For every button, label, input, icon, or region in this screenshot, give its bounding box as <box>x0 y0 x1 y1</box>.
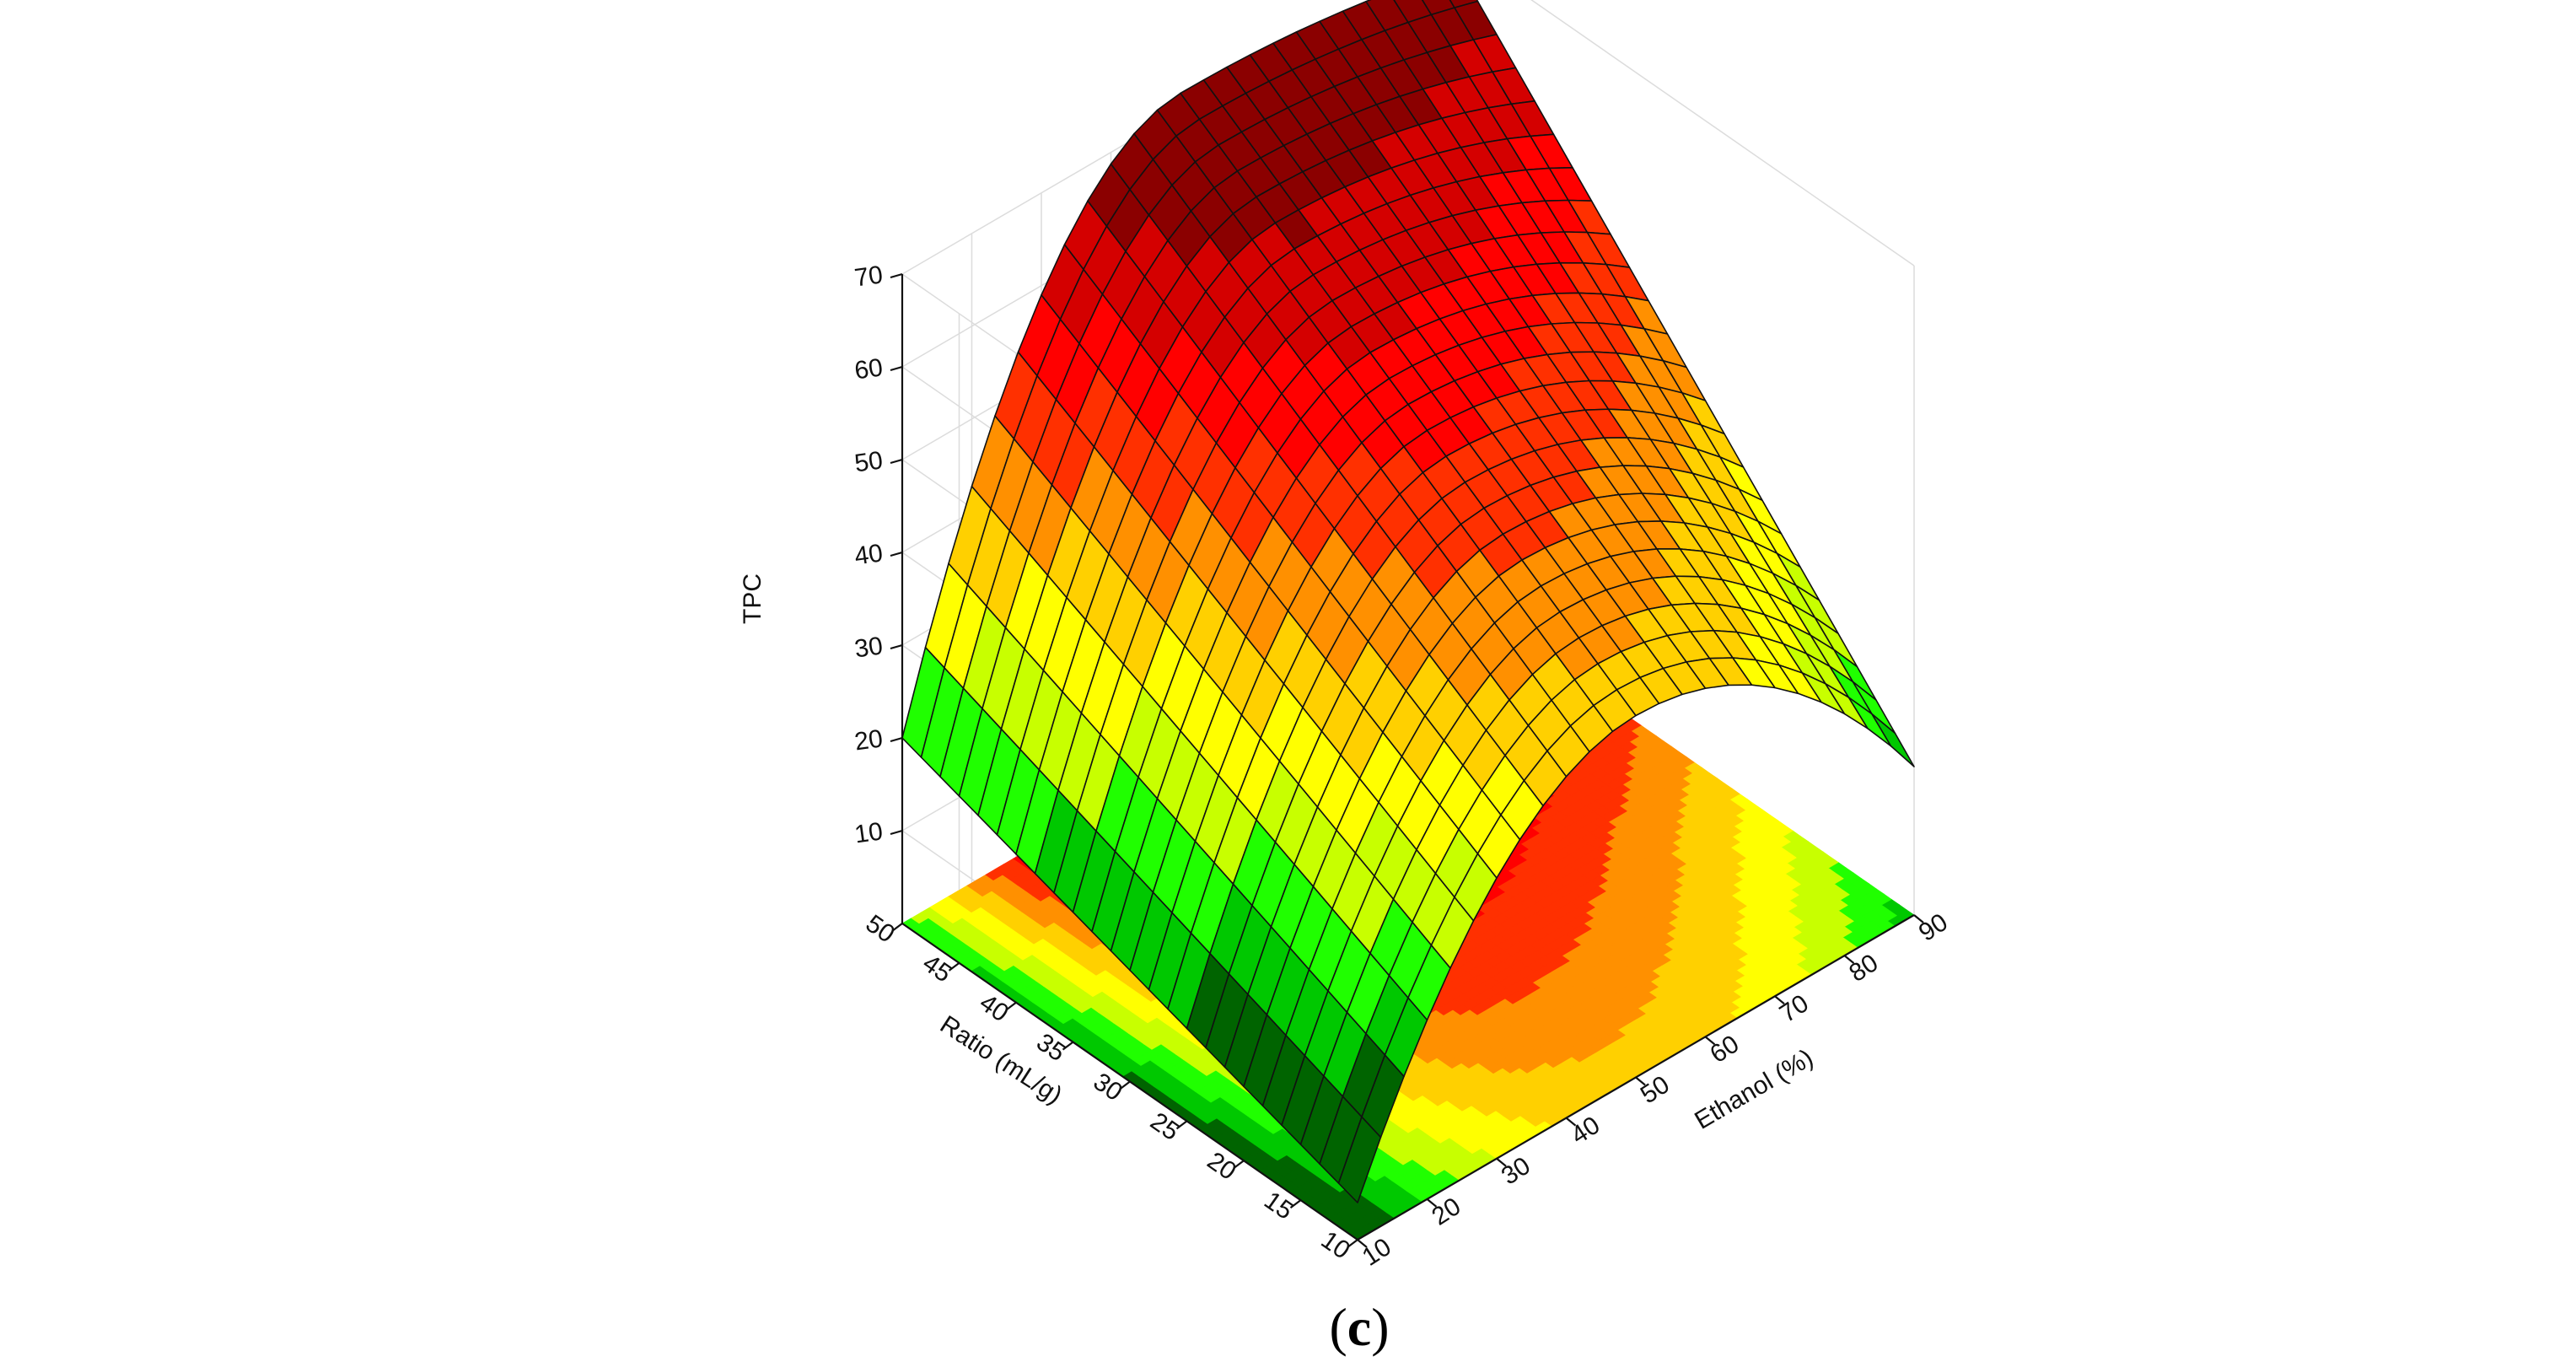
wall-edge-top-right <box>1530 0 1915 266</box>
ethanol-tick-70 <box>1774 995 1785 1005</box>
ethanol-tick-80 <box>1843 955 1855 964</box>
surface-patch <box>1871 713 1915 767</box>
ratio-tick-label-50: 50 <box>861 910 900 949</box>
ratio-tick-15 <box>1289 1199 1302 1209</box>
ethanol-tick-label-50: 50 <box>1636 1071 1675 1110</box>
z-tick-label-20: 20 <box>852 724 885 756</box>
ethanol-tick-10 <box>1357 1239 1368 1248</box>
ethanol-tick-label-40: 40 <box>1566 1112 1605 1150</box>
z-tick-10 <box>890 829 903 836</box>
z-tick-60 <box>890 365 903 372</box>
ratio-tick-50 <box>891 923 903 932</box>
ethanol-tick-40 <box>1565 1117 1577 1127</box>
ethanol-tick-label-70: 70 <box>1775 989 1814 1028</box>
ethanol-tick-label-30: 30 <box>1497 1152 1535 1191</box>
response-surface <box>901 0 1915 1203</box>
ethanol-tick-label-80: 80 <box>1844 949 1883 988</box>
ratio-tick-40 <box>1005 1001 1017 1011</box>
z-tick-label-70: 70 <box>852 261 885 292</box>
z-tick-label-30: 30 <box>852 632 885 663</box>
z-tick-30 <box>890 643 903 650</box>
ethanol-tick-label-90: 90 <box>1914 908 1953 947</box>
ethanol-tick-label-60: 60 <box>1705 1030 1744 1069</box>
ethanol-tick-label-20: 20 <box>1427 1192 1465 1231</box>
ratio-tick-10 <box>1347 1239 1358 1248</box>
ethanol-tick-60 <box>1704 1036 1716 1046</box>
panel-label-letter: c <box>1347 1297 1371 1357</box>
ratio-tick-35 <box>1062 1041 1074 1051</box>
z-tick-20 <box>890 736 903 743</box>
ethanol-tick-90 <box>1913 914 1924 923</box>
ratio-tick-30 <box>1119 1080 1131 1090</box>
z-tick-label-10: 10 <box>852 817 885 848</box>
panel-label-close: ) <box>1371 1297 1389 1357</box>
ratio-tick-20 <box>1233 1160 1245 1170</box>
z-tick-label-40: 40 <box>852 539 885 570</box>
ethanol-tick-30 <box>1496 1157 1507 1167</box>
ethanol-tick-label-10: 10 <box>1358 1233 1396 1272</box>
ethanol-tick-20 <box>1426 1198 1438 1208</box>
z-tick-50 <box>890 458 903 465</box>
z-tick-label-60: 60 <box>852 353 885 385</box>
ratio-tick-45 <box>948 961 960 972</box>
x-axis-title: Ethanol (%) <box>1690 1044 1818 1135</box>
z-tick-label-50: 50 <box>852 446 885 477</box>
ethanol-tick-50 <box>1635 1076 1646 1086</box>
panel-label: (c) <box>1329 1297 1389 1357</box>
z-axis-title: TPC <box>739 573 766 624</box>
z-tick-70 <box>890 272 903 279</box>
ratio-tick-25 <box>1175 1120 1188 1130</box>
panel-label-open: ( <box>1329 1297 1347 1357</box>
z-tick-40 <box>890 551 903 557</box>
